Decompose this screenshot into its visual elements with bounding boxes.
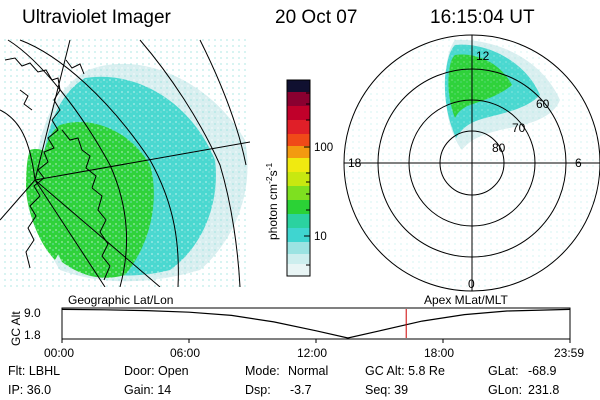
gc-alt-timeline: GC Alt 9.0 1.8 00:00 06:00 12:00 18:00 2… [9,306,584,360]
info-glon-value: 231.8 [528,383,560,397]
polar-map-panel: 12 18 6 0 60 70 80 [343,34,600,292]
colorbar-swatch-11 [287,228,310,242]
colorbar: 100 10 photon cm-2s-1 [264,79,333,277]
colorbar-tick-10: 10 [314,231,327,243]
colorbar-swatch-14 [287,264,310,276]
mlt-label-12: 12 [476,49,490,63]
colorbar-swatch-4 [287,134,310,146]
colorbar-swatch-3 [287,120,310,134]
mlt-label-0: 0 [468,277,475,291]
colorbar-swatch-13 [287,254,310,264]
info-gain: Gain: 14 [124,383,172,397]
colorbar-swatch-1 [287,92,310,106]
timeline-ytick-bottom: 1.8 [24,328,41,342]
app-title: Ultraviolet Imager [22,7,171,28]
colorbar-swatch-5 [287,146,310,158]
colorbar-axis-label: photon cm-2s-1 [264,163,280,240]
info-mode-key: Mode: [245,364,280,378]
lat-label-70: 70 [512,121,526,135]
colorbar-swatch-9 [287,200,310,214]
mlt-label-18: 18 [348,156,362,170]
colorbar-swatch-8 [287,186,310,200]
colorbar-tick-100: 100 [314,142,333,154]
info-glat-value: -68.9 [528,364,557,378]
info-dsp-key: Dsp: [245,383,271,397]
info-door: Door: Open [124,364,189,378]
geographic-map-panel [0,35,250,287]
lat-lon-grid [0,39,250,287]
lat-label-60: 60 [536,97,550,111]
info-seq: Seq: 39 [365,383,409,397]
timeline-xtick-4: 23:59 [554,346,584,360]
timeline-ytick-top: 9.0 [24,306,41,320]
right-panel-caption: Apex MLat/MLT [424,293,508,307]
mlt-label-6: 6 [575,156,582,170]
colorbar-swatch-6 [287,158,310,172]
info-flt: Flt: LBHL [8,364,61,378]
coastline [4,57,111,281]
timeline-xtick-2: 12:00 [297,346,327,360]
colorbar-swatch-12 [287,242,310,254]
timeline-xtick-3: 18:00 [424,346,454,360]
info-ip: IP: 36.0 [8,383,52,397]
timeline-ticks [61,339,571,343]
colorbar-swatch-7 [287,172,310,186]
info-glat-key: GLat: [488,364,519,378]
info-mode-value: Normal [288,364,329,378]
info-glon-key: GLon: [488,383,523,397]
gc-alt-series-line [61,308,571,339]
left-panel-caption: Geographic Lat/Lon [68,293,173,307]
timeline-ylabel: GC Alt [9,311,23,346]
colorbar-swatch-10 [287,214,310,228]
timeline-xtick-0: 00:00 [44,346,74,360]
aurora-image-left [0,35,250,287]
timeline-xtick-1: 06:00 [170,346,200,360]
colorbar-swatch-2 [287,106,310,120]
time-label: 16:15:04 UT [430,7,535,28]
date-label: 20 Oct 07 [275,7,358,28]
info-dsp-value: -3.7 [290,383,312,397]
info-gc-alt: GC Alt: 5.8 Re [365,364,445,378]
lat-label-80: 80 [492,141,506,155]
colorbar-swatch-0 [287,80,310,92]
